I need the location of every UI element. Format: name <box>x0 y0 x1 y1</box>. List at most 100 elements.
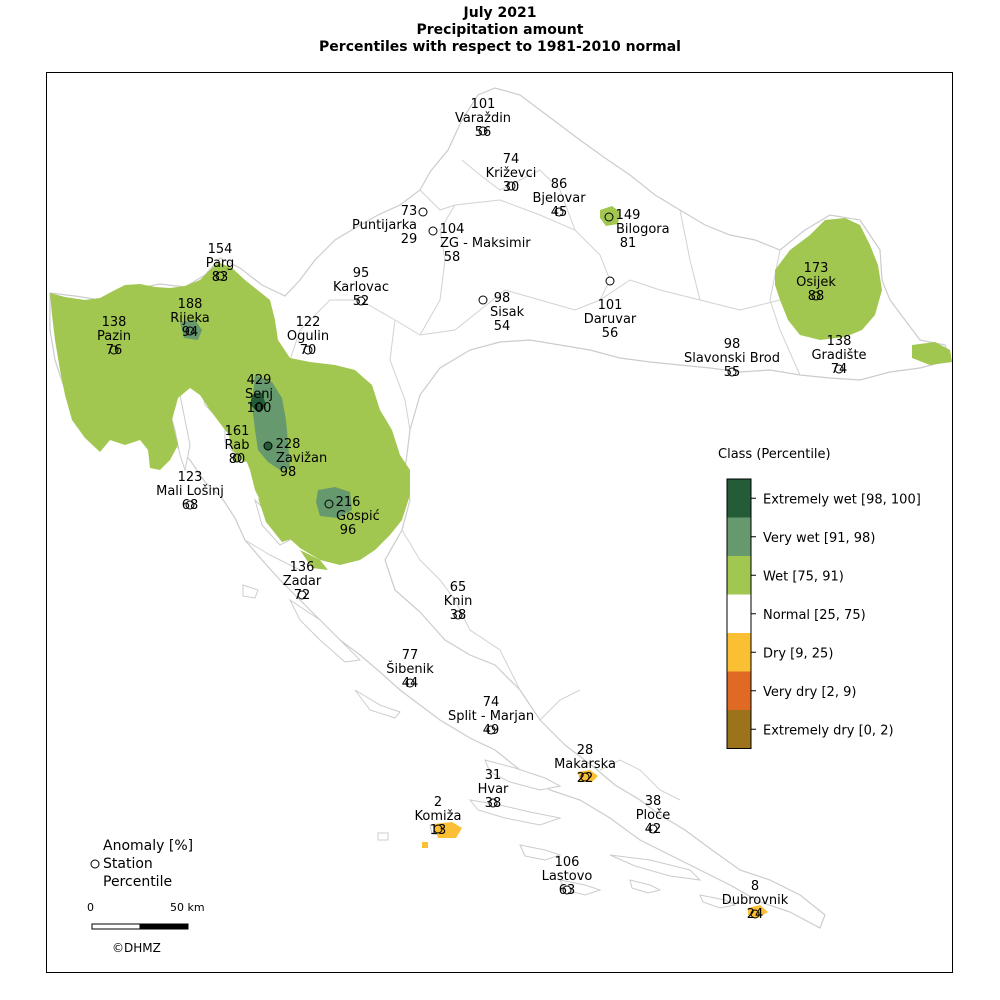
station-percentile: 76 <box>106 343 123 358</box>
station-anomaly: 188 <box>178 297 203 312</box>
station-marker <box>263 441 273 451</box>
station-marker <box>811 291 821 301</box>
station-name: Bilogora <box>616 222 670 237</box>
wet-region-osijek <box>775 218 882 340</box>
station-name: Ploče <box>636 808 671 823</box>
station-percentile: 49 <box>483 723 500 738</box>
legend-swatch <box>727 594 751 633</box>
station-anomaly: 149 <box>616 208 641 223</box>
station-name: Gradište <box>811 348 866 363</box>
key-percentile-label: Percentile <box>103 874 173 890</box>
station-percentile: 58 <box>444 250 461 265</box>
station-anomaly: 74 <box>503 152 520 167</box>
station-marker <box>303 345 313 355</box>
scale-zero-label: 0 <box>87 901 94 914</box>
station-anomaly: 73 <box>401 204 418 219</box>
key-station-marker <box>90 859 100 869</box>
legend-swatch <box>727 671 751 710</box>
station-name: Zadar <box>283 574 322 589</box>
copyright: ©DHMZ <box>112 941 161 955</box>
title-line-3: Percentiles with respect to 1981-2010 no… <box>319 39 681 55</box>
key-anomaly-label: Anomaly [%] <box>103 838 194 854</box>
wet-region-east-tip <box>912 342 952 365</box>
scale-end-label: 50 km <box>170 901 205 914</box>
station-percentile: 83 <box>212 270 229 285</box>
station-percentile: 29 <box>401 232 418 247</box>
wet-region-rab <box>228 432 258 462</box>
station-anomaly: 123 <box>178 470 203 485</box>
legend-swatch <box>727 710 751 749</box>
station-anomaly: 154 <box>208 242 233 257</box>
station-percentile: 63 <box>559 883 576 898</box>
legend-swatch <box>727 479 751 518</box>
wet-region-small <box>300 550 328 570</box>
station-anomaly: 101 <box>471 97 496 112</box>
legend: Extremely wet [98, 100] Very wet [91, 98)… <box>726 478 921 749</box>
station-marker <box>605 276 615 286</box>
verywet-region-gospic <box>316 487 352 518</box>
station-marker <box>109 345 119 355</box>
station-name: ZG - Maksimir <box>440 236 531 251</box>
station-name: Makarska <box>554 757 616 772</box>
station-marker <box>478 295 488 305</box>
station-name: Karlovac <box>333 280 389 295</box>
station-name: Gospić <box>336 509 380 524</box>
station-percentile: 56 <box>602 326 619 341</box>
station-percentile: 80 <box>229 452 246 467</box>
legend-label: Normal [25, 75) <box>763 608 866 623</box>
station-name: Bjelovar <box>532 191 586 206</box>
station-percentile: 100 <box>247 401 272 416</box>
dry-region-vis-west <box>422 842 428 848</box>
station-anomaly: 106 <box>555 855 580 870</box>
station-percentile: 54 <box>494 319 511 334</box>
station-marker <box>453 610 463 620</box>
station-anomaly: 65 <box>450 580 467 595</box>
station-anomaly: 38 <box>645 794 662 809</box>
station-marker <box>297 590 307 600</box>
station-name: Split - Marjan <box>448 709 534 724</box>
legend-border <box>726 478 752 749</box>
station-marker <box>433 824 443 834</box>
station-name: Daruvar <box>584 312 637 327</box>
station-percentile: 13 <box>430 823 447 838</box>
station-name: Pazin <box>97 329 131 344</box>
station-anomaly: 31 <box>485 768 502 783</box>
station-name: Sisak <box>490 305 525 320</box>
station-name: Dubrovnik <box>722 893 789 908</box>
station-name: Ogulin <box>287 329 329 344</box>
station-percentile: 68 <box>182 498 199 513</box>
station-name: Komiža <box>415 809 462 824</box>
station-marker <box>506 181 516 191</box>
station-marker <box>254 402 264 412</box>
station-percentile: 38 <box>485 796 502 811</box>
map-frame <box>46 72 953 973</box>
station-percentile: 24 <box>747 907 764 922</box>
station-marker <box>488 798 498 808</box>
station-marker <box>554 207 564 217</box>
station-marker <box>428 226 438 236</box>
station-name: Mali Lošinj <box>156 484 224 499</box>
station-marker <box>185 326 195 336</box>
key-station-label: Station <box>103 856 153 872</box>
station-name: Lastovo <box>542 869 593 884</box>
scale-bar <box>91 923 189 930</box>
station-anomaly: 122 <box>296 315 321 330</box>
station-percentile: 52 <box>353 294 370 309</box>
